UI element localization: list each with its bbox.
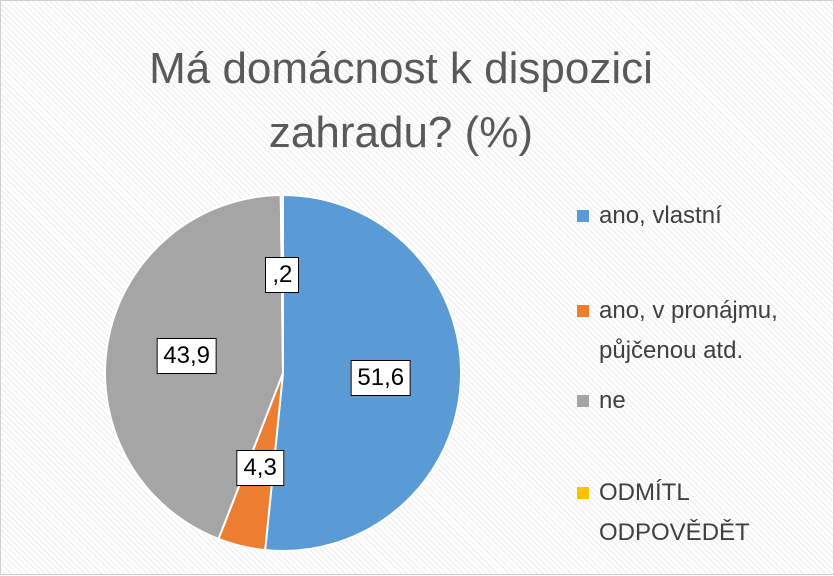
legend-swatch	[577, 487, 589, 499]
legend-label: ano, vlastní	[599, 202, 722, 229]
chart-title: Má domácnost k dispozici zahradu? (%)	[149, 44, 653, 157]
data-label: ,2	[265, 257, 300, 294]
legend-item: ano, v pronájmu, půjčenou atd.	[577, 291, 817, 371]
data-label: 4,3	[236, 450, 284, 487]
legend-label: ne	[599, 387, 626, 414]
legend-swatch	[577, 210, 589, 222]
data-label: 43,9	[156, 337, 218, 374]
legend-swatch	[577, 305, 589, 317]
legend-item: ano, vlastní	[577, 196, 817, 236]
legend-item: ODMÍTL ODPOVĚDĚT	[577, 473, 817, 553]
legend-item: ne	[577, 381, 817, 421]
data-label: 51,6	[350, 359, 412, 396]
legend-label: ODMÍTL ODPOVĚDĚT	[599, 479, 750, 546]
pie-slice	[279, 193, 284, 374]
legend-swatch	[577, 395, 589, 407]
legend-label: ano, v pronájmu, půjčenou atd.	[599, 297, 778, 364]
